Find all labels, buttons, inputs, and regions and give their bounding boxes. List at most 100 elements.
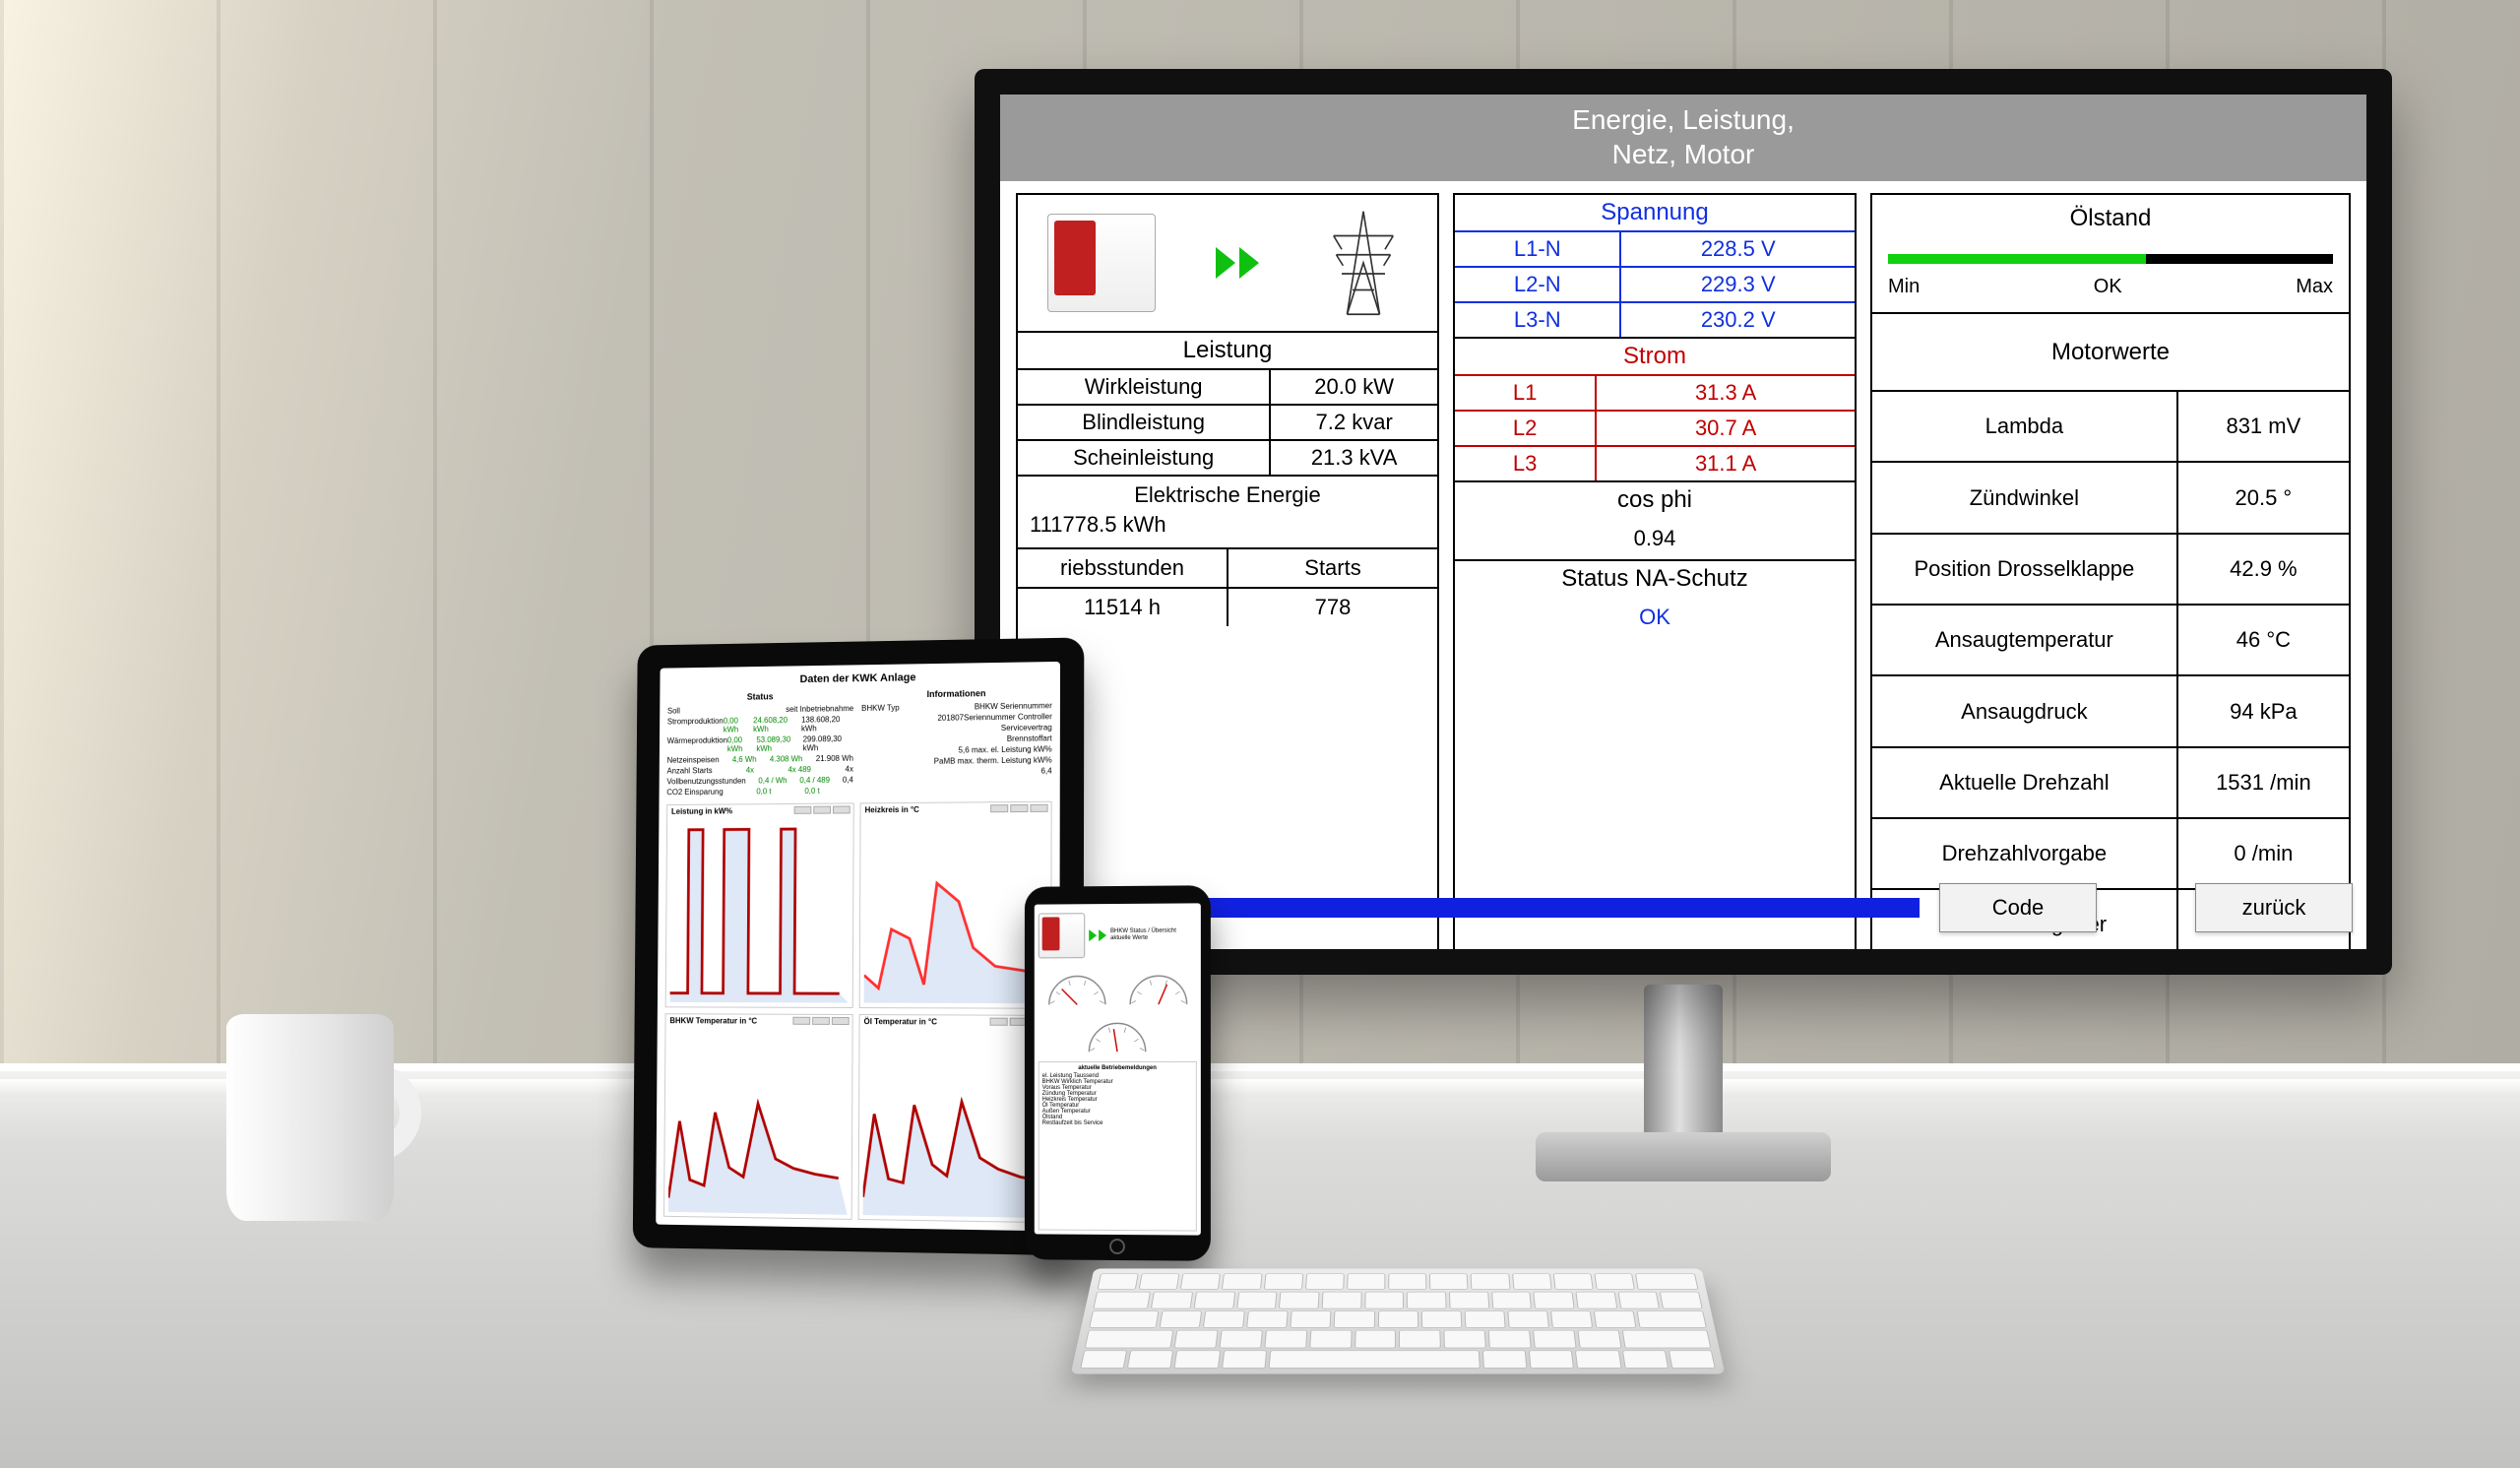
monitor-stand	[1536, 985, 1831, 1241]
tablet-title: Daten der KWK Anlage	[667, 670, 1052, 687]
lambda-label: Lambda	[1872, 391, 2177, 462]
tablet-chart: Heizkreis in °C	[859, 801, 1052, 1009]
drosselklappe-label: Position Drosselklappe	[1872, 534, 2177, 605]
motorwerte-title: Motorwerte	[1872, 314, 2349, 391]
tablet-status-row: CO2 Einsparung0,0 t0,0 t	[666, 787, 853, 798]
l2-label: L2	[1455, 411, 1596, 446]
oil-ok-label: OK	[2094, 276, 2122, 298]
gauge-3	[1082, 1014, 1153, 1057]
oil-min-label: Min	[1888, 276, 1920, 298]
tablet-status-row: Wärmeproduktion0,00 kWh53.089,30 kWh299.…	[667, 734, 853, 754]
ansaugdruck-label: Ansaugdruck	[1872, 675, 2177, 746]
coffee-mug	[207, 1014, 413, 1241]
phone-gauges	[1039, 967, 1197, 1057]
wirkleistung-value: 20.0 kW	[1270, 369, 1437, 405]
desktop-monitor: Energie, Leistung, Netz, Motor	[975, 69, 2392, 975]
cosphi-title: cos phi	[1455, 482, 1855, 518]
zuendwinkel-label: Zündwinkel	[1872, 462, 2177, 533]
page-title-line2: Netz, Motor	[1000, 137, 2366, 171]
tablet-info-row: 201807Seriennummer Controller	[861, 712, 1052, 724]
tablet-info-row: Brennstoffart	[861, 734, 1052, 744]
starts-value: 778	[1228, 589, 1437, 626]
tablet-charts: Leistung in kW%Heizkreis in °CBHKW Tempe…	[663, 801, 1052, 1223]
cosphi-panel: cos phi 0.94	[1455, 482, 1855, 561]
tablet-status-row: Sollseit Inbetriebnahme	[667, 704, 853, 716]
oil-max-label: Max	[2296, 276, 2333, 298]
phone-home-button[interactable]	[1109, 1239, 1125, 1254]
spannung-title: Spannung	[1455, 195, 1855, 230]
l2n-value: 229.3 V	[1620, 267, 1855, 302]
zuendwinkel-value: 20.5 °	[2177, 462, 2349, 533]
scheinleistung-value: 21.3 kVA	[1270, 440, 1437, 475]
monitor-screen: Energie, Leistung, Netz, Motor	[1000, 95, 2366, 949]
tablet-info-row: PaMB max. therm. Leistung kW%	[861, 755, 1052, 766]
energy-value: 111778.5 kWh	[1030, 512, 1425, 538]
energy-panel: Elektrische Energie 111778.5 kWh	[1018, 477, 1437, 549]
motorwerte-panel: Motorwerte Lambda 831 mV Zündwinkel 20.5…	[1872, 314, 2349, 949]
leistung-panel: Leistung Wirkleistung 20.0 kW Blindleist…	[1018, 333, 1437, 477]
tablet-chart: Öl Temperatur in °C	[858, 1014, 1052, 1224]
right-column: Ölstand Min OK Max Motorwerte Lambda	[1870, 193, 2351, 949]
blindleistung-label: Blindleistung	[1018, 405, 1270, 440]
oil-level-bar	[1888, 246, 2333, 272]
ansaugtemp-label: Ansaugtemperatur	[1872, 605, 2177, 675]
l2n-label: L2-N	[1455, 267, 1620, 302]
hours-value: 11514 h	[1018, 589, 1228, 626]
starts-label: Starts	[1228, 549, 1437, 589]
phone-arrows-icon	[1089, 929, 1106, 941]
drehzahl-label: Aktuelle Drehzahl	[1872, 747, 2177, 818]
phone-list-row: Restlaufzeit bis Service	[1042, 1120, 1193, 1126]
center-column: Spannung L1-N 228.5 V L2-N 229.3 V L3-N …	[1453, 193, 1857, 949]
l2-value: 30.7 A	[1596, 411, 1855, 446]
tablet-info-title: Informationen	[861, 687, 1052, 700]
back-button[interactable]: zurück	[2195, 883, 2353, 932]
tablet-info-block: Informationen BHKW TypBHKW Seriennummer2…	[861, 687, 1052, 797]
l1n-value: 228.5 V	[1620, 231, 1855, 267]
tablet-device: Daten der KWK Anlage Status Sollseit Inb…	[633, 637, 1085, 1255]
tablet-status-block: Status Sollseit InbetriebnahmeStromprodu…	[666, 690, 853, 798]
drosselklappe-value: 42.9 %	[2177, 534, 2349, 605]
l1-value: 31.3 A	[1596, 375, 1855, 411]
tablet-info-row: 6,4	[861, 766, 1052, 777]
tablet-screen: Daten der KWK Anlage Status Sollseit Inb…	[656, 662, 1060, 1232]
l3n-label: L3-N	[1455, 302, 1620, 337]
l1n-label: L1-N	[1455, 231, 1620, 267]
tablet-info-row: 5,6 max. el. Leistung kW%	[861, 744, 1052, 755]
gauge-1	[1041, 967, 1111, 1010]
energy-title: Elektrische Energie	[1030, 482, 1425, 508]
page-title-line1: Energie, Leistung,	[1000, 102, 2366, 137]
tablet-info-row: Servicevertrag	[861, 723, 1052, 734]
leistung-title: Leistung	[1018, 333, 1437, 368]
oelstand-title: Ölstand	[1888, 201, 2333, 236]
l3n-value: 230.2 V	[1620, 302, 1855, 337]
tablet-chart: BHKW Temperatur in °C	[663, 1013, 853, 1220]
phone-list-title: aktuelle Betriebemeldungen	[1042, 1065, 1193, 1071]
lambda-value: 831 mV	[2177, 391, 2349, 462]
l1-label: L1	[1455, 375, 1596, 411]
blindleistung-value: 7.2 kvar	[1270, 405, 1437, 440]
code-button[interactable]: Code	[1939, 883, 2097, 932]
l3-label: L3	[1455, 446, 1596, 480]
gauge-2	[1122, 967, 1193, 1010]
cosphi-value: 0.94	[1455, 518, 1855, 559]
power-pylon-icon	[1319, 209, 1408, 317]
phone-header: BHKW Status / Übersichtaktuelle Werte	[1039, 907, 1197, 963]
tablet-status-title: Status	[667, 690, 853, 703]
status-value: OK	[1455, 597, 1855, 638]
drehzahl-value: 1531 /min	[2177, 747, 2349, 818]
hours-starts-panel: riebsstunden Starts 11514 h 778	[1018, 549, 1437, 626]
tablet-status-row: Anzahl Starts4x4x 4894x	[666, 765, 852, 776]
tablet-info-row: BHKW TypBHKW Seriennummer	[861, 701, 1052, 713]
status-panel: Status NA-Schutz OK	[1455, 561, 1855, 638]
tablet-status-row: Stromproduktion0,00 kWh24.608,20 kWh138.…	[667, 715, 853, 734]
oelstand-panel: Ölstand Min OK Max	[1872, 195, 2349, 314]
l3-value: 31.1 A	[1596, 446, 1855, 480]
chp-unit-icon	[1047, 214, 1156, 312]
footer-bar: Code zurück	[1014, 878, 2353, 937]
tablet-status-row: Netzeinspeisen4,6 Wh4.308 Wh21.908 Wh	[667, 754, 853, 765]
strom-panel: Strom L1 31.3 A L2 30.7 A L3 31.1 A	[1455, 339, 1855, 482]
keyboard[interactable]	[1071, 1268, 1726, 1373]
wirkleistung-label: Wirkleistung	[1018, 369, 1270, 405]
flow-arrows-icon	[1216, 247, 1259, 279]
strom-title: Strom	[1455, 339, 1855, 374]
